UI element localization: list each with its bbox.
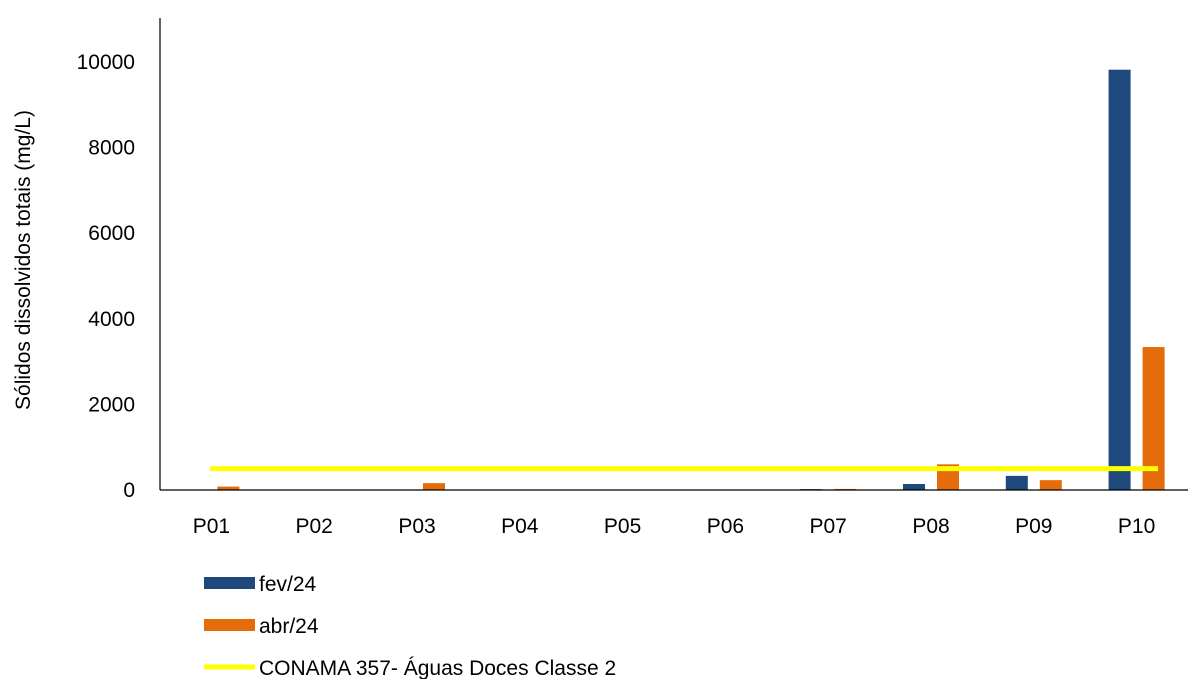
bar-p10-fev24 — [1109, 70, 1131, 490]
y-axis-label: Sólidos dissolvidos totais (mg/L) — [12, 110, 35, 410]
x-tick-label: P10 — [1118, 515, 1155, 538]
x-tick-label: P01 — [193, 515, 230, 538]
y-tick-label: 8000 — [88, 137, 135, 160]
y-axis-ticks: 0 2000 4000 6000 8000 10000 — [77, 51, 135, 502]
bar-p09-fev24 — [1006, 476, 1028, 490]
y-tick-label: 6000 — [88, 222, 135, 245]
x-tick-label: P07 — [810, 515, 847, 538]
bar-p03-abr24 — [423, 483, 445, 490]
legend-swatch-fev24 — [204, 577, 255, 589]
x-tick-label: P03 — [398, 515, 435, 538]
x-tick-label: P02 — [296, 515, 333, 538]
bar-p09-abr24 — [1040, 480, 1062, 490]
x-tick-label: P04 — [501, 515, 539, 538]
x-axis-ticks: P01 P02 P03 P04 P05 P06 P07 P08 P09 P10 — [193, 515, 1156, 538]
legend-label-fev24: fev/24 — [259, 573, 317, 596]
bars — [183, 70, 1164, 490]
x-tick-label: P06 — [707, 515, 744, 538]
y-tick-label: 2000 — [88, 393, 135, 416]
y-tick-label: 0 — [123, 479, 135, 502]
bar-p08-fev24 — [903, 484, 925, 490]
legend-label-abr24: abr/24 — [259, 615, 319, 638]
legend: fev/24 abr/24 CONAMA 357- Águas Doces Cl… — [204, 573, 616, 679]
x-tick-label: P09 — [1015, 515, 1052, 538]
x-tick-label: P08 — [912, 515, 949, 538]
legend-swatch-abr24 — [204, 619, 255, 631]
y-tick-label: 10000 — [77, 51, 135, 74]
y-tick-label: 4000 — [88, 308, 135, 331]
x-tick-label: P05 — [604, 515, 641, 538]
legend-label-conama: CONAMA 357- Águas Doces Classe 2 — [259, 657, 616, 679]
